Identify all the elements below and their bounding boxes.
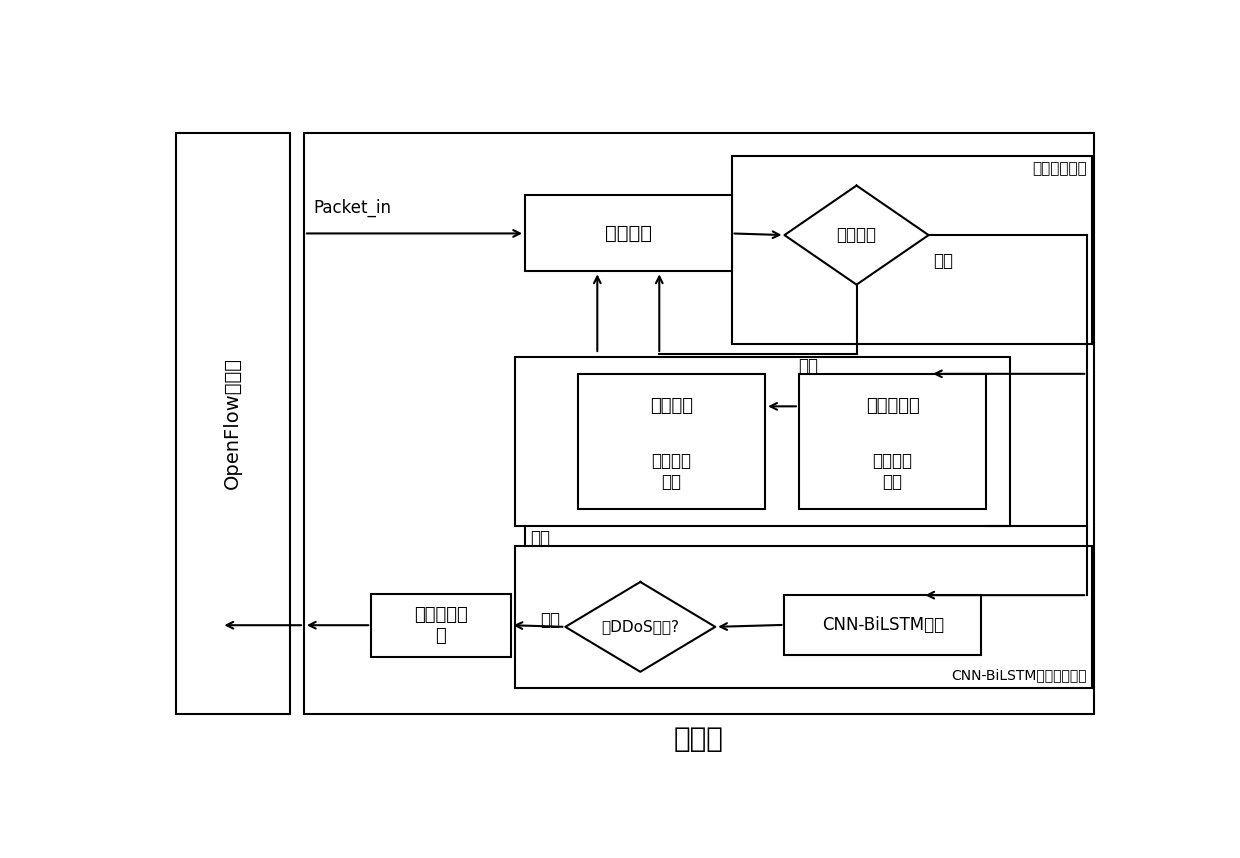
Bar — [371, 594, 511, 656]
Text: 熵值检测: 熵值检测 — [605, 224, 652, 243]
Text: 控制器: 控制器 — [675, 724, 724, 752]
Bar — [176, 133, 289, 714]
Text: 攻击: 攻击 — [541, 611, 560, 629]
Text: 正常: 正常 — [799, 357, 818, 375]
Text: 异常检测模块: 异常检测模块 — [1033, 161, 1087, 176]
Text: 有DDoS攻击?: 有DDoS攻击? — [601, 619, 680, 634]
Text: 检测结果: 检测结果 — [837, 227, 877, 244]
Text: 下发流表条
目: 下发流表条 目 — [414, 606, 467, 644]
Bar — [578, 374, 765, 510]
Bar — [516, 546, 1092, 687]
Polygon shape — [785, 185, 929, 285]
Text: 正常: 正常 — [529, 529, 549, 547]
Text: CNN-BiLSTM攻击检测模块: CNN-BiLSTM攻击检测模块 — [951, 668, 1087, 682]
Bar — [304, 133, 1094, 714]
Text: 流表收集
模块: 流表收集 模块 — [873, 452, 913, 491]
Text: OpenFlow交换机: OpenFlow交换机 — [223, 358, 242, 489]
Bar — [516, 357, 1011, 526]
Text: CNN-BiLSTM模型: CNN-BiLSTM模型 — [822, 616, 944, 634]
Text: 特取特征: 特取特征 — [650, 397, 693, 415]
Text: Packet_in: Packet_in — [314, 199, 392, 217]
Text: 特征提取
模块: 特征提取 模块 — [651, 452, 692, 491]
Polygon shape — [565, 582, 715, 672]
Bar — [799, 374, 986, 510]
Bar — [785, 595, 982, 655]
Text: 收集流条目: 收集流条目 — [866, 397, 919, 415]
Bar — [732, 156, 1092, 344]
Bar — [525, 196, 732, 271]
Text: 异常: 异常 — [934, 251, 954, 269]
